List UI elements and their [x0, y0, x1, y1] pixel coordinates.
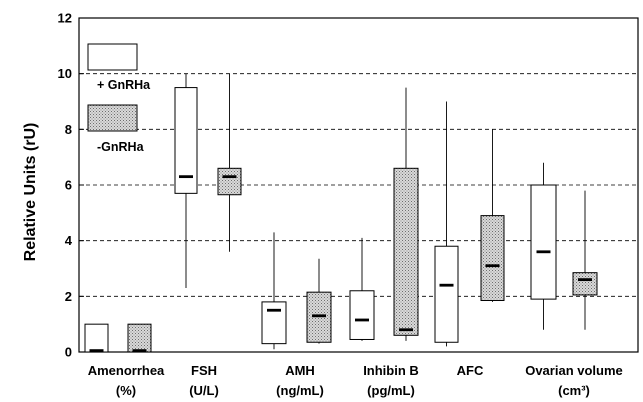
legend: + GnRHa -GnRHa [87, 43, 151, 154]
box [480, 215, 505, 302]
category-unit-label: (ng/mL) [276, 383, 324, 398]
y-tick-label: 2 [65, 289, 72, 304]
box [572, 272, 598, 296]
category-label: Inhibin B [363, 363, 419, 378]
box [127, 323, 152, 353]
box [217, 167, 242, 196]
box [393, 167, 419, 336]
category-label: FSH [191, 363, 217, 378]
box [434, 245, 459, 343]
box [349, 290, 375, 340]
box [261, 301, 287, 345]
category-unit-label: (U/L) [189, 383, 219, 398]
y-tick-label: 6 [65, 178, 72, 193]
legend-swatch [87, 104, 138, 132]
category-label: AFC [457, 363, 484, 378]
category-label: AMH [285, 363, 315, 378]
y-tick-label: 4 [65, 233, 73, 248]
category-label: Amenorrhea [88, 363, 165, 378]
category-unit-label: (pg/mL) [367, 383, 415, 398]
legend-label: -GnRHa [97, 140, 145, 154]
legend-label: + GnRHa [97, 78, 151, 92]
category-unit-label: (%) [116, 383, 136, 398]
y-tick-label: 10 [58, 66, 72, 81]
y-axis-label: Relative Units (rU) [22, 123, 39, 262]
category-label: Ovarian volume [525, 363, 623, 378]
y-tick-label: 8 [65, 122, 72, 137]
box [174, 87, 198, 194]
boxes [84, 73, 598, 353]
box [530, 184, 557, 300]
box [84, 323, 109, 353]
category-unit-label: (cm³) [558, 383, 590, 398]
legend-swatch [87, 43, 138, 71]
axes: 0 2 4 6 8 10 12 Amenorrhea (%) FSH (U/L) AMH (ng/mL)… [58, 11, 639, 398]
y-tick-label: 12 [58, 11, 72, 26]
y-tick-label: 0 [65, 345, 72, 360]
